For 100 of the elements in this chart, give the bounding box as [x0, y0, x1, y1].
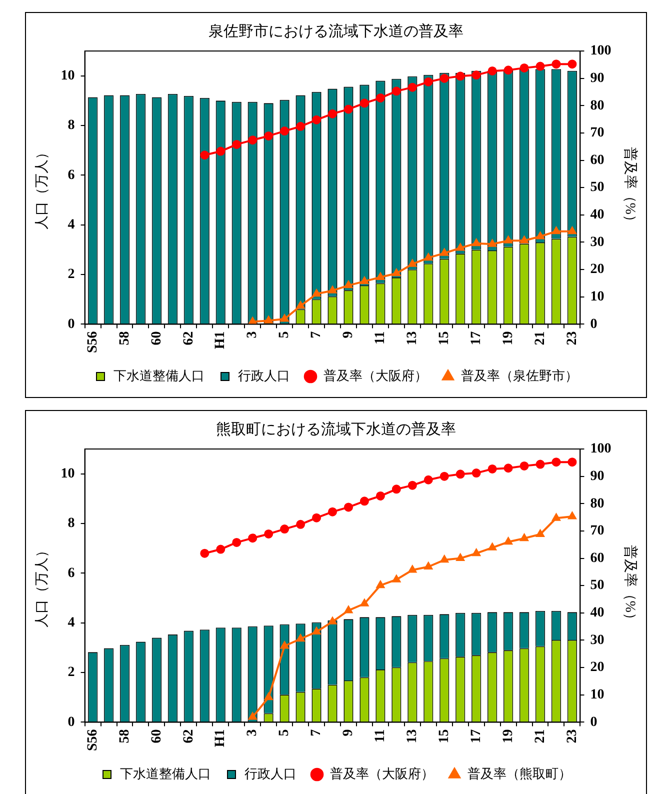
point: [440, 74, 449, 83]
point: [344, 280, 353, 288]
point: [440, 472, 449, 481]
point: [344, 104, 353, 114]
y2-tick-label: 90: [590, 70, 604, 86]
point: [568, 512, 576, 520]
point: [536, 62, 545, 71]
y-tick-label: 10: [60, 68, 75, 84]
point: [376, 580, 384, 588]
x-tick-label: 3: [245, 331, 260, 338]
y2-tick-label: 80: [590, 496, 604, 512]
point: [312, 627, 321, 635]
point: [488, 240, 496, 247]
point: [456, 243, 464, 251]
y-tick-label: 0: [68, 714, 75, 730]
y-tick-label: 8: [68, 118, 75, 134]
point: [312, 513, 322, 522]
y2-tick-label: 10: [590, 688, 604, 702]
point: [520, 63, 529, 72]
point: [200, 548, 210, 558]
y2-tick-label: 20: [590, 262, 604, 278]
point: [520, 236, 528, 244]
legend-label: 行政人口: [238, 368, 290, 383]
point: [488, 66, 497, 76]
point: [232, 538, 242, 547]
y2-tick-label: 100: [590, 442, 612, 457]
y-tick-label: 4: [68, 615, 75, 630]
point: [264, 529, 274, 538]
point: [440, 555, 448, 563]
point: [248, 136, 258, 145]
point: [264, 131, 274, 140]
point: [488, 543, 496, 550]
point: [232, 140, 242, 149]
point: [248, 712, 257, 720]
y-tick-label: 10: [60, 466, 75, 482]
y2-tick-label: 60: [590, 152, 604, 168]
point: [312, 115, 322, 124]
point: [488, 464, 497, 474]
point: [520, 461, 529, 470]
legend-label: 普及率（大阪府）: [330, 766, 434, 781]
x-tick-label: 21: [532, 729, 548, 744]
point: [456, 554, 464, 562]
point: [504, 236, 512, 244]
x-tick-label: 9: [341, 729, 356, 736]
y2-tick-label: 0: [590, 714, 598, 730]
point: [552, 60, 561, 69]
x-tick-label: 23: [564, 331, 580, 346]
point: [296, 301, 305, 309]
point: [552, 226, 560, 234]
x-tick-label: H1: [213, 729, 228, 748]
point: [216, 146, 226, 156]
point: [568, 60, 577, 69]
legend-label: 下水道整備人口: [120, 766, 211, 781]
x-tick-label: 19: [500, 331, 516, 346]
x-tick-label: S56: [85, 729, 100, 752]
x-tick-label: 62: [181, 729, 196, 744]
point: [216, 544, 226, 554]
point: [424, 77, 433, 86]
x-tick-label: 7: [309, 331, 324, 338]
x-tick-label: 3: [245, 729, 260, 736]
point: [424, 253, 432, 261]
point: [360, 496, 369, 506]
point: [392, 484, 401, 494]
point: [392, 575, 400, 582]
point: [328, 507, 337, 516]
point: [280, 641, 289, 649]
x-tick-label: 19: [500, 729, 516, 744]
point: [360, 276, 368, 284]
point: [296, 122, 306, 131]
chart-title: 熊取町における流域下水道の普及率: [216, 420, 456, 438]
y-tick-label: 4: [68, 217, 75, 232]
legend-label: 普及率（泉佐野市）: [461, 368, 578, 383]
y-axis-title: 人口（万人）: [34, 146, 50, 230]
point: [296, 634, 305, 642]
x-tick-label: 13: [405, 331, 420, 346]
y-tick-label: 8: [68, 516, 75, 532]
point: [552, 458, 561, 467]
y2-tick-label: 60: [590, 550, 604, 566]
point: [472, 238, 480, 246]
point: [296, 520, 306, 529]
y2-tick-label: 50: [590, 578, 604, 594]
x-tick-label: 11: [373, 331, 388, 344]
point: [568, 226, 576, 234]
point: [424, 475, 433, 484]
point: [200, 150, 210, 160]
y2-tick-label: 100: [590, 44, 612, 59]
point: [536, 530, 544, 537]
point: [568, 458, 577, 467]
chart-title: 泉佐野市における流域下水道の普及率: [208, 22, 464, 40]
point: [456, 72, 465, 81]
x-tick-label: 58: [117, 331, 132, 346]
y-tick-label: 2: [68, 267, 75, 282]
y2-axis-title: 普及率（%）: [622, 544, 639, 626]
point: [472, 548, 480, 556]
x-tick-label: 15: [436, 729, 452, 744]
point: [248, 534, 258, 543]
point: [360, 98, 369, 108]
x-tick-label: 13: [405, 729, 420, 744]
point: [392, 268, 400, 276]
point: [552, 514, 560, 521]
